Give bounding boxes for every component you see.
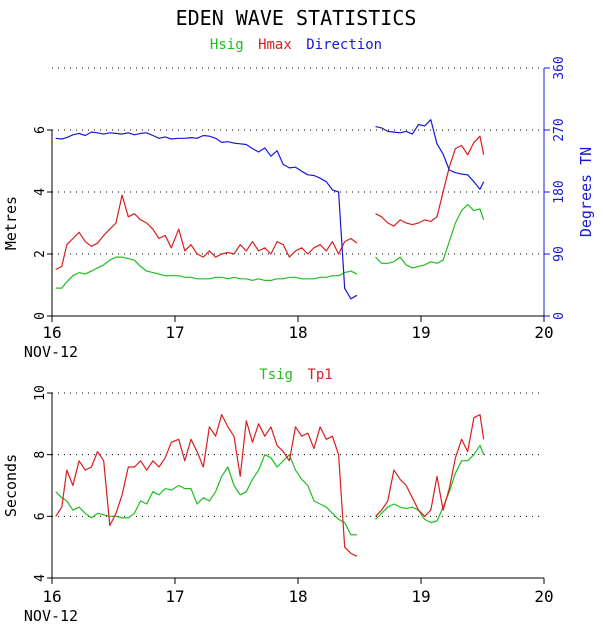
series-line-hsig bbox=[55, 256, 358, 289]
x-tick-label: 18 bbox=[288, 587, 307, 606]
legend-tp1: Tp1 bbox=[307, 367, 332, 383]
x-tick-label: 16 bbox=[42, 587, 61, 606]
y-axis-label: Metres bbox=[2, 196, 20, 250]
y-tick-label: 6 bbox=[33, 126, 48, 134]
y2-axis-label: Degrees TN bbox=[577, 147, 595, 237]
chart-title: EDEN WAVE STATISTICS bbox=[176, 6, 417, 30]
y-axis-label: Seconds bbox=[2, 454, 20, 517]
x-date-label: NOV-12 bbox=[24, 343, 78, 361]
legend-top: Hsig Hmax Direction bbox=[210, 37, 382, 53]
y-tick-label: 2 bbox=[33, 250, 48, 258]
y2-tick-label: 360 bbox=[552, 56, 567, 79]
series-line-hmax bbox=[375, 135, 485, 227]
series-line-direction bbox=[55, 131, 358, 300]
x-tick-label: 17 bbox=[165, 587, 184, 606]
y-tick-label: 4 bbox=[33, 574, 48, 582]
series-line-tp1 bbox=[55, 414, 358, 557]
series-line-direction bbox=[375, 119, 485, 190]
series-line-hsig bbox=[375, 203, 485, 269]
x-tick-label: 20 bbox=[534, 587, 553, 606]
series-line-tsig bbox=[55, 454, 357, 536]
legend-bottom: Tsig Tp1 bbox=[259, 367, 332, 383]
y2-tick-label: 0 bbox=[552, 312, 567, 320]
x-tick-label: 19 bbox=[411, 323, 430, 342]
x-tick-label: 18 bbox=[288, 323, 307, 342]
y-tick-label: 10 bbox=[33, 385, 48, 401]
y-tick-label: 8 bbox=[33, 451, 48, 459]
y2-tick-label: 180 bbox=[552, 180, 567, 203]
y-tick-label: 6 bbox=[33, 512, 48, 520]
x-tick-label: 17 bbox=[165, 323, 184, 342]
legend-hsig: Hsig bbox=[210, 37, 244, 53]
x-tick-label: 19 bbox=[411, 587, 430, 606]
series-line-tsig bbox=[375, 444, 485, 524]
y2-tick-label: 270 bbox=[552, 118, 567, 141]
legend-tsig: Tsig bbox=[259, 367, 293, 383]
x-date-label: NOV-12 bbox=[24, 607, 78, 625]
y-tick-label: 0 bbox=[33, 312, 48, 320]
x-tick-label: 16 bbox=[42, 323, 61, 342]
y2-tick-label: 90 bbox=[552, 246, 567, 262]
legend-hmax: Hmax bbox=[258, 37, 292, 53]
wave-period-plot: 4 6 8 10 Seconds 16 17 18 19 20 NOV-12 bbox=[2, 385, 554, 625]
wave-height-direction-plot: 0 2 4 6 0 90 180 270 360 Degrees TN Metres 16 17 18 19… bbox=[2, 56, 595, 361]
series-line-tp1 bbox=[375, 414, 485, 517]
legend-direction: Direction bbox=[306, 37, 382, 53]
y-tick-label: 4 bbox=[33, 188, 48, 196]
series-line-hmax bbox=[55, 194, 358, 271]
x-tick-label: 20 bbox=[534, 323, 553, 342]
